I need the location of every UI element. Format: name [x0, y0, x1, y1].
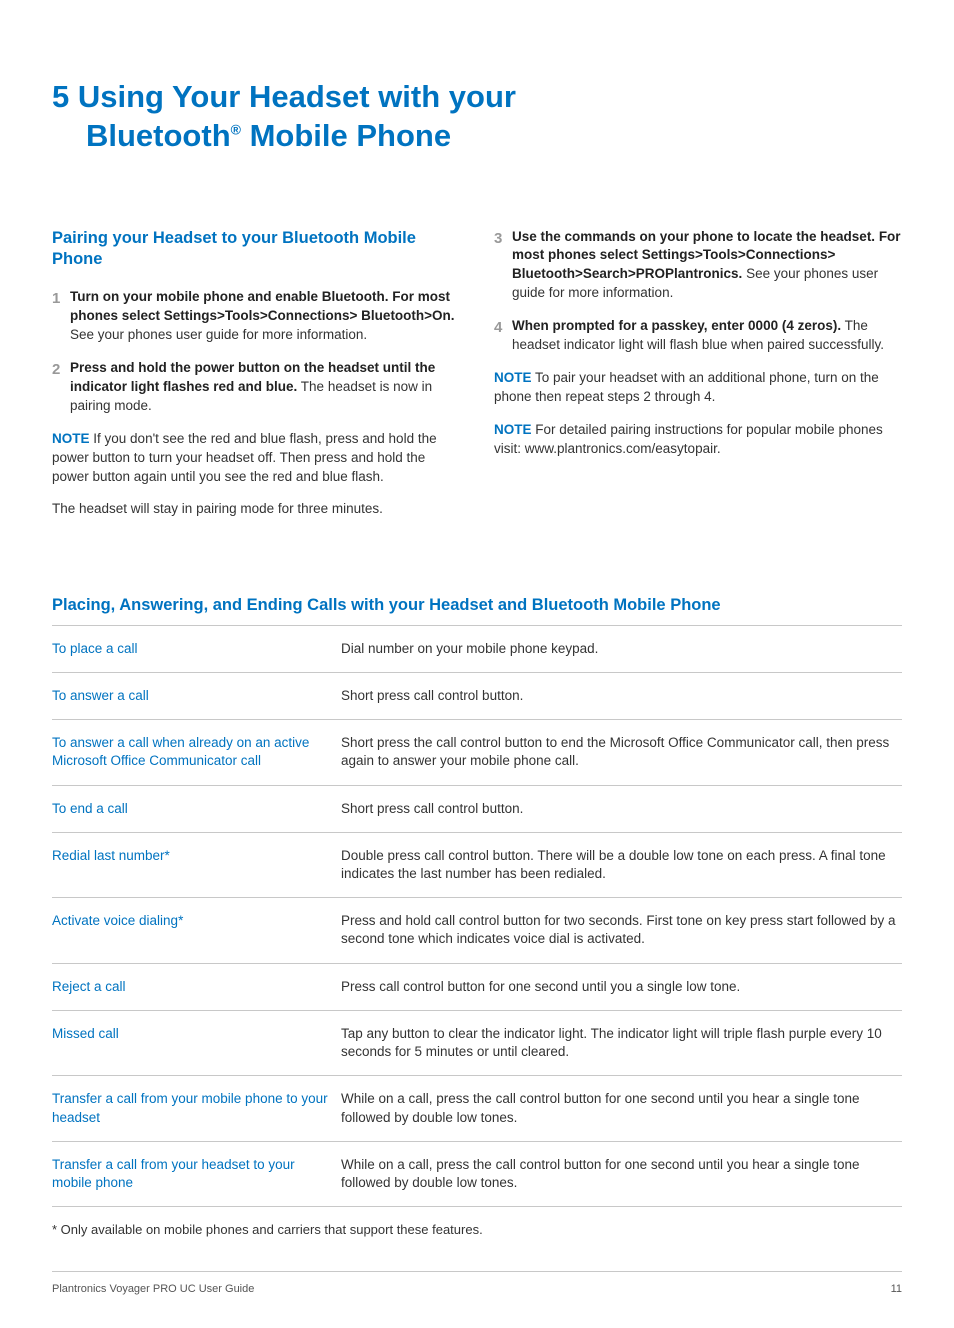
note-paragraph: NOTE If you don't see the red and blue f…: [52, 430, 460, 487]
action-cell: Reject a call: [52, 963, 341, 1010]
calls-heading: Placing, Answering, and Ending Calls wit…: [52, 595, 902, 616]
table-row: Activate voice dialing*Press and hold ca…: [52, 898, 902, 963]
note-label: NOTE: [494, 422, 532, 437]
table-row: To answer a callShort press call control…: [52, 672, 902, 719]
action-cell: Activate voice dialing*: [52, 898, 341, 963]
calls-table: To place a callDial number on your mobil…: [52, 625, 902, 1208]
description-cell: Press and hold call control button for t…: [341, 898, 902, 963]
step-body: When prompted for a passkey, enter 0000 …: [512, 317, 902, 355]
description-cell: Press call control button for one second…: [341, 963, 902, 1010]
pairing-section: Pairing your Headset to your Bluetooth M…: [52, 228, 902, 534]
description-cell: Dial number on your mobile phone keypad.: [341, 625, 902, 672]
action-cell: To answer a call when already on an acti…: [52, 720, 341, 785]
table-row: Redial last number*Double press call con…: [52, 832, 902, 897]
registered-mark: ®: [231, 121, 241, 137]
note-label: NOTE: [494, 370, 532, 385]
step-number: 2: [52, 359, 70, 416]
footer-page-number: 11: [891, 1282, 902, 1297]
pairing-step: 3 Use the commands on your phone to loca…: [494, 228, 902, 304]
note-paragraph: NOTE For detailed pairing instructions f…: [494, 421, 902, 459]
description-cell: While on a call, press the call control …: [341, 1141, 902, 1206]
page-footer: Plantronics Voyager PRO UC User Guide 11: [52, 1271, 902, 1297]
table-row: Transfer a call from your headset to you…: [52, 1141, 902, 1206]
title-line1: Using Your Headset with your: [78, 79, 516, 114]
description-cell: Short press the call control button to e…: [341, 720, 902, 785]
step-body: Use the commands on your phone to locate…: [512, 228, 902, 304]
page-title: 5 Using Your Headset with your Bluetooth…: [52, 78, 902, 156]
description-cell: Short press call control button.: [341, 672, 902, 719]
step-number: 3: [494, 228, 512, 304]
body-paragraph: The headset will stay in pairing mode fo…: [52, 500, 460, 519]
right-column: 3 Use the commands on your phone to loca…: [494, 228, 902, 534]
description-cell: While on a call, press the call control …: [341, 1076, 902, 1141]
table-row: To answer a call when already on an acti…: [52, 720, 902, 785]
action-cell: Missed call: [52, 1010, 341, 1075]
footer-doc-title: Plantronics Voyager PRO UC User Guide: [52, 1282, 254, 1297]
title-line2b: Mobile Phone: [241, 118, 451, 153]
table-row: Missed callTap any button to clear the i…: [52, 1010, 902, 1075]
description-cell: Tap any button to clear the indicator li…: [341, 1010, 902, 1075]
action-cell: Redial last number*: [52, 832, 341, 897]
footnote: * Only available on mobile phones and ca…: [52, 1221, 902, 1239]
step-body: Press and hold the power button on the h…: [70, 359, 460, 416]
action-cell: To end a call: [52, 785, 341, 832]
table-row: To end a callShort press call control bu…: [52, 785, 902, 832]
action-cell: Transfer a call from your mobile phone t…: [52, 1076, 341, 1141]
description-cell: Short press call control button.: [341, 785, 902, 832]
left-column: Pairing your Headset to your Bluetooth M…: [52, 228, 460, 534]
note-paragraph: NOTE To pair your headset with an additi…: [494, 369, 902, 407]
description-cell: Double press call control button. There …: [341, 832, 902, 897]
table-row: To place a callDial number on your mobil…: [52, 625, 902, 672]
step-number: 1: [52, 288, 70, 345]
pairing-heading: Pairing your Headset to your Bluetooth M…: [52, 228, 460, 271]
action-cell: Transfer a call from your headset to you…: [52, 1141, 341, 1206]
action-cell: To place a call: [52, 625, 341, 672]
table-row: Transfer a call from your mobile phone t…: [52, 1076, 902, 1141]
pairing-step: 4 When prompted for a passkey, enter 000…: [494, 317, 902, 355]
step-body: Turn on your mobile phone and enable Blu…: [70, 288, 460, 345]
pairing-step: 2 Press and hold the power button on the…: [52, 359, 460, 416]
note-label: NOTE: [52, 431, 90, 446]
pairing-step: 1 Turn on your mobile phone and enable B…: [52, 288, 460, 345]
table-row: Reject a callPress call control button f…: [52, 963, 902, 1010]
step-number: 4: [494, 317, 512, 355]
title-line2a: Bluetooth: [86, 118, 231, 153]
action-cell: To answer a call: [52, 672, 341, 719]
chapter-number: 5: [52, 79, 69, 114]
